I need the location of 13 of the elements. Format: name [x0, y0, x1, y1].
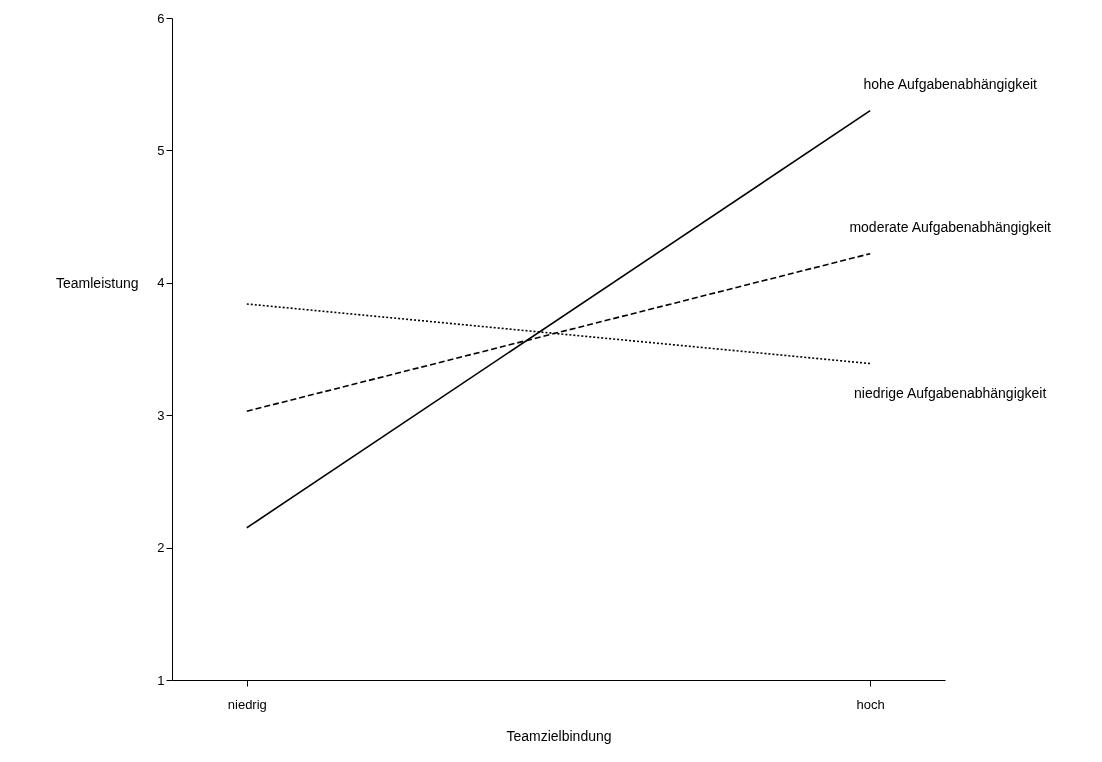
series-label: hohe Aufgabenabhängigkeit	[863, 75, 1038, 92]
x-tick-label: hoch	[856, 696, 885, 712]
y-tick-label: 3	[157, 407, 165, 423]
y-tick-label: 4	[157, 275, 165, 291]
y-tick-label: 5	[157, 142, 165, 158]
series-label: niedrige Aufgabenabhängigkeit	[854, 384, 1047, 401]
series-label: moderate Aufgabenabhängigkeit	[849, 218, 1052, 235]
y-tick-label: 6	[157, 10, 165, 26]
y-tick-label: 1	[157, 672, 165, 688]
y-tick-label: 2	[157, 540, 165, 556]
x-tick-label: niedrig	[227, 696, 267, 712]
y-axis-title: Teamleistung	[56, 274, 139, 291]
x-axis-title: Teamzielbindung	[506, 727, 612, 744]
